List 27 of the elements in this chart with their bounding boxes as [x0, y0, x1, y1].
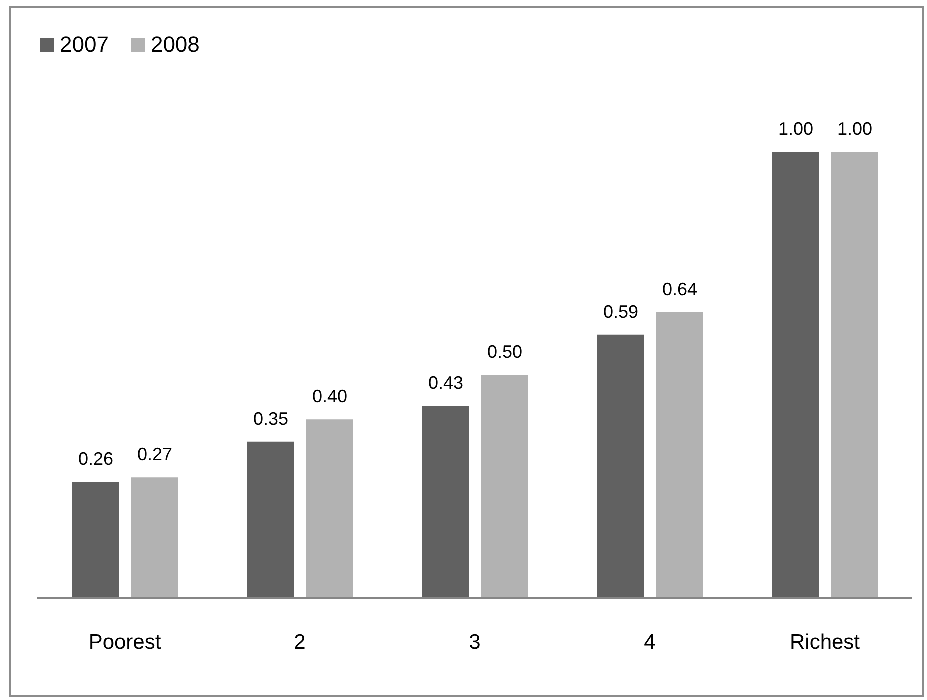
- data-label: 0.40: [312, 386, 348, 407]
- bar: [306, 420, 354, 598]
- x-tick-label: Poorest: [88, 630, 162, 654]
- bar: [598, 334, 644, 598]
- bar: [248, 442, 294, 598]
- bar: [832, 152, 878, 598]
- bar: [132, 478, 178, 598]
- bar: [72, 482, 120, 598]
- data-label: 1.00: [778, 119, 814, 139]
- bar: [772, 152, 820, 598]
- data-label: 0.59: [603, 302, 639, 322]
- data-label: 0.26: [78, 449, 114, 470]
- x-tick-label: 4: [644, 630, 656, 654]
- x-tick-label: Richest: [790, 630, 860, 654]
- data-label: 0.27: [137, 444, 173, 465]
- data-label: 0.50: [487, 342, 523, 362]
- x-tick-label: 2: [294, 630, 306, 654]
- data-label: 0.35: [253, 408, 289, 429]
- bar: [422, 406, 470, 598]
- x-tick-label: 3: [469, 630, 481, 654]
- data-label: 0.43: [428, 373, 464, 394]
- data-label: 0.64: [662, 280, 698, 300]
- bar: [656, 312, 704, 598]
- legend-label: 2008: [150, 32, 200, 57]
- data-label: 1.00: [837, 119, 873, 139]
- legend-label: 2007: [60, 32, 109, 57]
- bar: [482, 375, 528, 598]
